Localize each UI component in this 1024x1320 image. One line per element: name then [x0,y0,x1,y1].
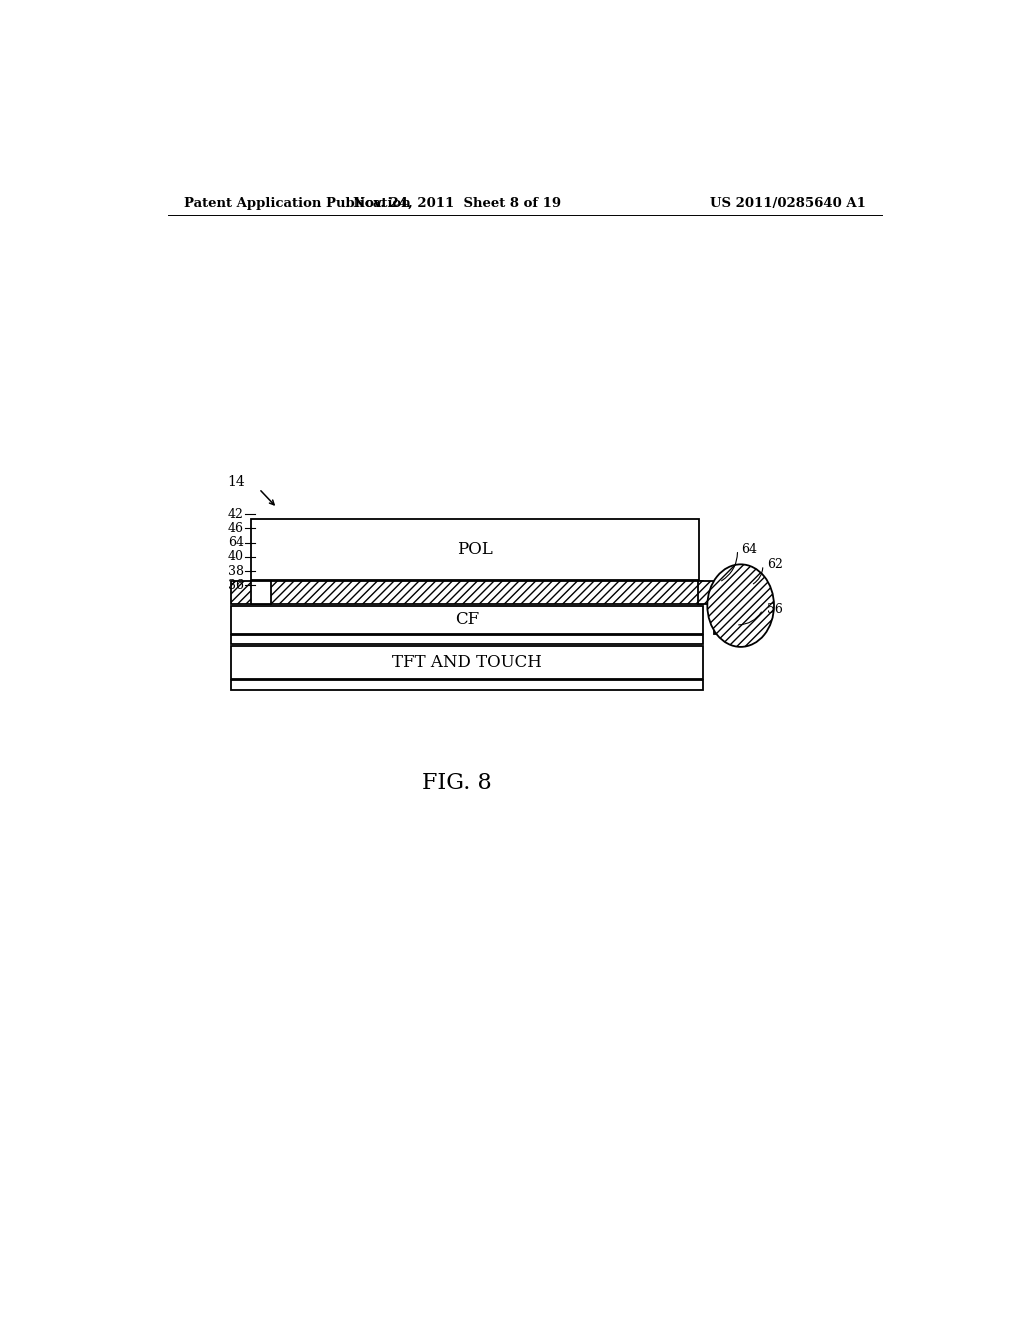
Bar [714,615,736,634]
Text: Patent Application Publication: Patent Application Publication [183,197,411,210]
Bar [231,606,703,634]
Bar [231,635,703,644]
Ellipse shape [708,565,774,647]
Text: 56: 56 [767,603,782,616]
Text: US 2011/0285640 A1: US 2011/0285640 A1 [711,197,866,210]
Bar [697,581,740,603]
Text: TFT AND TOUCH: TFT AND TOUCH [392,653,542,671]
Bar [231,581,703,603]
Text: POL: POL [458,541,494,558]
Text: 42: 42 [228,508,244,520]
Text: 36: 36 [228,578,244,591]
Bar [251,581,270,603]
Text: 64: 64 [228,536,244,549]
Text: 40: 40 [228,550,244,564]
Bar [231,680,703,690]
Bar [231,647,703,678]
Text: 46: 46 [228,521,244,535]
Text: CF: CF [455,611,479,628]
Text: 38: 38 [228,565,244,578]
Text: FIG. 8: FIG. 8 [423,772,493,795]
Text: 64: 64 [741,544,758,556]
Bar [251,519,699,581]
Text: 14: 14 [227,475,246,488]
Text: 62: 62 [767,558,782,572]
Text: Nov. 24, 2011  Sheet 8 of 19: Nov. 24, 2011 Sheet 8 of 19 [353,197,561,210]
